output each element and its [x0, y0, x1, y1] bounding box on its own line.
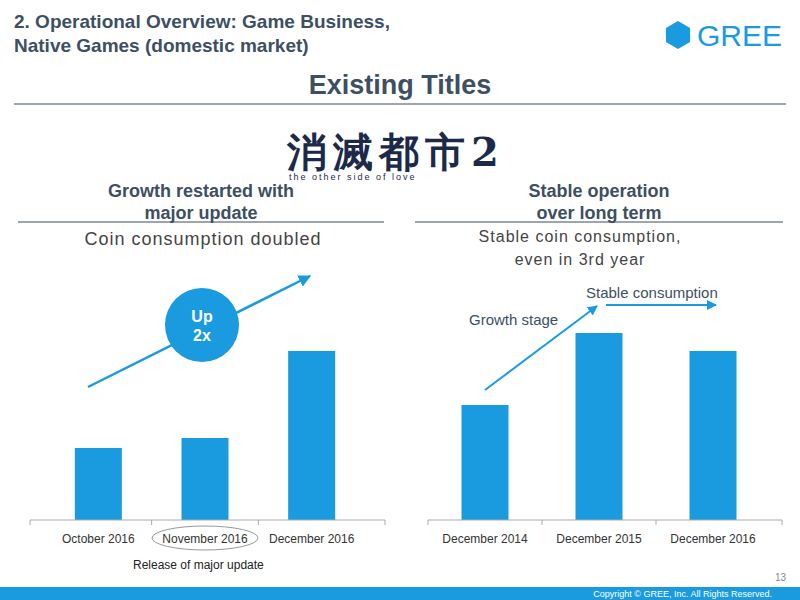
category-separator — [428, 520, 429, 525]
chart-title: Stable operation — [528, 181, 669, 201]
footer-band — [0, 587, 800, 600]
annotation: Growth stage — [469, 311, 558, 328]
bar — [576, 333, 623, 520]
chart-panel: Stable operationover long term Stable coi… — [415, 181, 783, 546]
chart-panel: Growth restarted withmajor update Coin co… — [18, 181, 385, 572]
title-rule — [415, 222, 783, 223]
category-separator — [30, 520, 31, 525]
trend-arrow — [88, 276, 310, 387]
category-separator — [385, 520, 386, 525]
category-separator — [258, 520, 259, 525]
category-separator — [542, 520, 543, 525]
game-logo: 消滅都市2 — [286, 128, 505, 175]
bar — [690, 351, 737, 520]
footer-text: Copyright © GREE, Inc. All Rights Reserv… — [593, 589, 772, 599]
game-tagline: the other side of love — [289, 172, 417, 182]
x-axis — [428, 520, 782, 521]
chart-title: major update — [144, 203, 257, 223]
category-separator — [151, 520, 152, 525]
highlight-ellipse — [152, 526, 258, 550]
category-separator — [782, 520, 783, 525]
chart-subtitle: Stable coin consumption, — [479, 228, 682, 245]
annotation: Release of major update — [133, 558, 264, 572]
bar — [75, 448, 122, 520]
badge-text: 2x — [193, 327, 211, 344]
x-tick-label: December 2014 — [442, 532, 528, 546]
x-axis — [30, 520, 385, 521]
chart-subtitle: Coin consumption doubled — [84, 229, 321, 249]
header-title: Native Games (domestic market) — [14, 35, 309, 56]
annotation: Stable consumption — [586, 284, 718, 301]
section-rule — [14, 104, 786, 105]
page-number: 13 — [775, 572, 787, 583]
chart-subtitle: even in 3rd year — [515, 251, 646, 268]
section-title: Existing Titles — [309, 70, 492, 100]
stable-arrow — [606, 304, 716, 306]
x-tick-label: December 2015 — [556, 532, 642, 546]
title-rule — [18, 222, 384, 223]
chart-title: Growth restarted with — [108, 181, 294, 201]
x-tick-label: December 2016 — [670, 532, 756, 546]
chart-title: over long term — [536, 203, 661, 223]
badge-text: Up — [191, 308, 213, 325]
bar — [288, 351, 335, 520]
x-tick-label: November 2016 — [162, 532, 248, 546]
growth-badge — [165, 288, 239, 362]
bar — [182, 438, 229, 520]
header-title: 2. Operational Overview: Game Business, — [14, 11, 390, 32]
slide: 2. Operational Overview: Game Business, N… — [0, 0, 800, 600]
logo-text: GREE — [697, 19, 782, 52]
logo-hexagon — [666, 21, 690, 49]
x-tick-label: October 2016 — [62, 532, 135, 546]
bars — [462, 333, 737, 520]
bar — [462, 405, 509, 520]
x-tick-label: December 2016 — [269, 532, 355, 546]
category-separator — [656, 520, 657, 525]
bars — [75, 351, 335, 520]
